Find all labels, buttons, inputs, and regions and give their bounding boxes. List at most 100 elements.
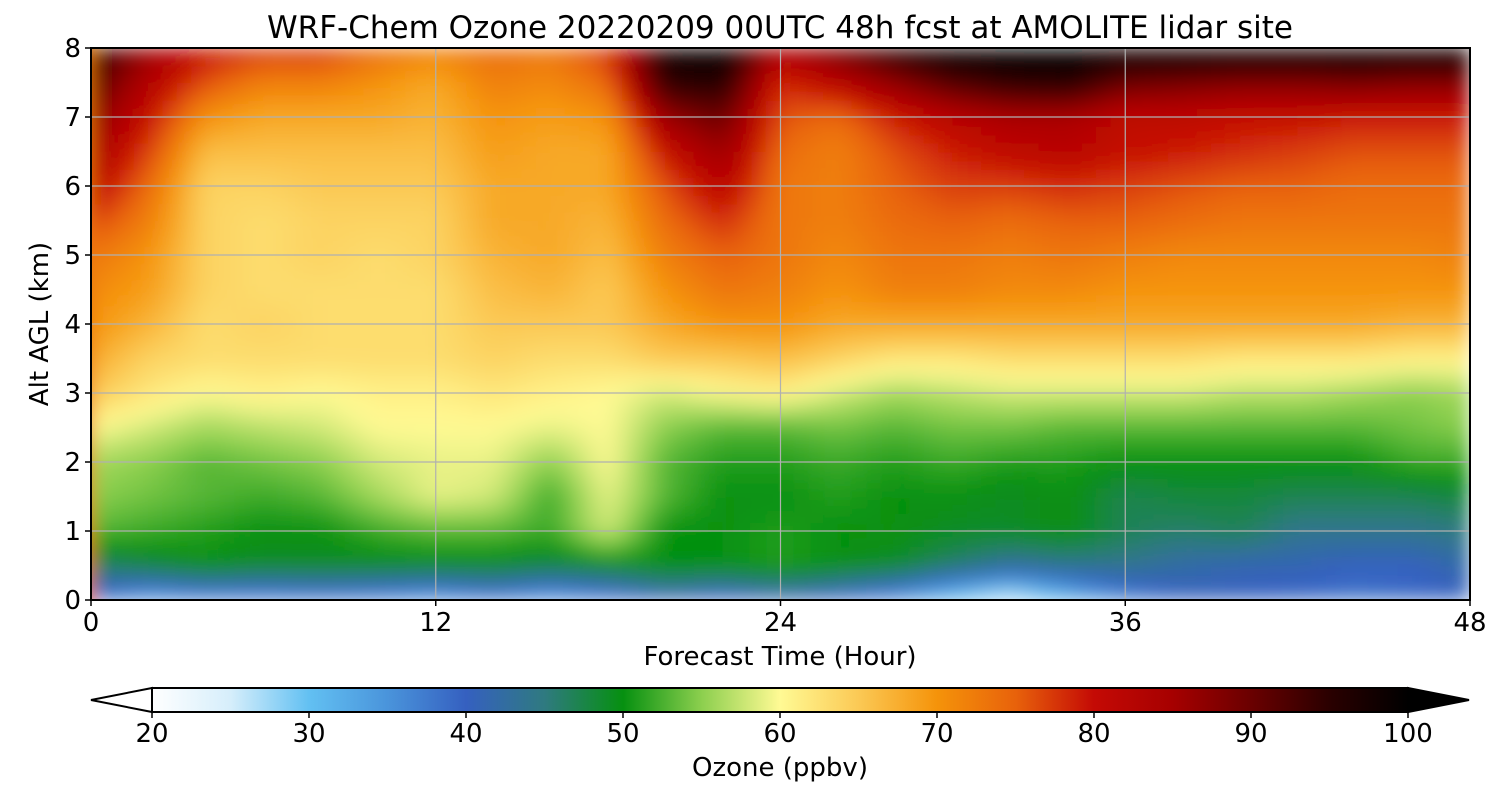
heatmap-cell: [650, 461, 667, 472]
heatmap-cell: [363, 202, 379, 213]
heatmap-cell: [104, 297, 121, 308]
heatmap-cell: [1368, 513, 1385, 523]
heatmap-cell: [248, 496, 264, 506]
heatmap-cell: [349, 461, 365, 472]
heatmap-cell: [449, 168, 465, 178]
heatmap-cell: [636, 470, 652, 480]
heatmap-cell: [880, 418, 896, 428]
heatmap-cell: [492, 228, 509, 239]
heatmap-cell: [722, 176, 738, 187]
heatmap-cell: [550, 280, 566, 290]
heatmap-cell: [234, 452, 250, 463]
heatmap-cell: [162, 470, 178, 480]
heatmap-cell: [1225, 427, 1241, 437]
heatmap-cell: [291, 401, 307, 411]
heatmap-cell: [91, 427, 106, 437]
heatmap-cell: [593, 478, 609, 489]
heatmap-cell: [823, 392, 839, 403]
heatmap-cell: [593, 314, 609, 325]
heatmap-cell: [1067, 461, 1083, 472]
heatmap-cell: [880, 254, 896, 265]
heatmap-cell: [492, 435, 509, 446]
heatmap-cell: [837, 297, 853, 308]
heatmap-cell: [464, 185, 480, 196]
heatmap-cell: [1052, 590, 1069, 600]
heatmap-cell: [277, 470, 293, 480]
heatmap-cell: [880, 452, 896, 463]
heatmap-cell: [1412, 168, 1428, 178]
heatmap-cell: [823, 176, 839, 187]
heatmap-cell: [1196, 185, 1212, 196]
heatmap-cell: [794, 245, 810, 256]
heatmap-cell: [607, 590, 623, 600]
heatmap-cell: [1440, 504, 1457, 515]
heatmap-cell: [449, 271, 465, 282]
heatmap-cell: [894, 470, 911, 480]
heatmap-cell: [104, 383, 121, 394]
heatmap-cell: [1038, 565, 1054, 575]
heatmap-cell: [1455, 418, 1470, 428]
heatmap-cell: [1340, 220, 1356, 230]
heatmap-cell: [866, 590, 882, 600]
heatmap-cell: [363, 176, 379, 187]
heatmap-cell: [1325, 521, 1342, 532]
heatmap-cell: [521, 383, 537, 394]
heatmap-cell: [665, 340, 681, 351]
heatmap-cell: [981, 332, 997, 342]
heatmap-cell: [1210, 151, 1227, 161]
heatmap-cell: [1354, 487, 1370, 497]
heatmap-cell: [234, 383, 250, 394]
heatmap-cell: [291, 323, 307, 334]
heatmap-cell: [851, 297, 868, 308]
heatmap-cell: [507, 159, 523, 170]
heatmap-cell: [1196, 427, 1212, 437]
heatmap-cell: [679, 573, 695, 584]
heatmap-cell: [679, 565, 695, 575]
heatmap-cell: [262, 340, 279, 351]
heatmap-cell: [219, 401, 236, 411]
heatmap-cell: [1397, 565, 1414, 575]
heatmap-cell: [363, 590, 379, 600]
heatmap-cell: [952, 556, 968, 566]
heatmap-cell: [765, 151, 781, 161]
heatmap-cell: [923, 556, 939, 566]
heatmap-cell: [1282, 504, 1299, 515]
heatmap-cell: [291, 314, 307, 325]
heatmap-cell: [823, 383, 839, 394]
heatmap-cell: [1153, 427, 1169, 437]
heatmap-cell: [420, 461, 437, 472]
heatmap-cell: [952, 211, 968, 221]
heatmap-cell: [420, 452, 437, 463]
heatmap-cell: [622, 556, 638, 566]
heatmap-cell: [1297, 366, 1313, 377]
heatmap-cell: [392, 220, 408, 230]
heatmap-cell: [392, 280, 408, 290]
heatmap-cell: [1124, 211, 1141, 221]
heatmap-cell: [1139, 392, 1155, 403]
heatmap-cell: [363, 306, 379, 316]
heatmap-cell: [923, 521, 939, 532]
heatmap-cell: [521, 470, 537, 480]
heatmap-cell: [1225, 289, 1241, 299]
heatmap-cell: [1426, 582, 1442, 592]
heatmap-cell: [751, 228, 767, 239]
heatmap-cell: [665, 383, 681, 394]
heatmap-cell: [248, 590, 264, 600]
heatmap-cell: [104, 340, 121, 351]
heatmap-cell: [1268, 427, 1284, 437]
heatmap-cell: [535, 271, 552, 282]
heatmap-cell: [607, 306, 623, 316]
heatmap-cell: [1325, 504, 1342, 515]
heatmap-cell: [449, 340, 465, 351]
heatmap-cell: [894, 565, 911, 575]
heatmap-cell: [406, 452, 422, 463]
heatmap-cell: [665, 496, 681, 506]
heatmap-cell: [622, 151, 638, 161]
heatmap-cell: [248, 297, 264, 308]
heatmap-cell: [1325, 582, 1342, 592]
heatmap-cell: [507, 521, 523, 532]
heatmap-cell: [1052, 237, 1069, 247]
heatmap-cell: [1254, 245, 1270, 256]
heatmap-cell: [507, 452, 523, 463]
heatmap-cell: [1225, 245, 1241, 256]
